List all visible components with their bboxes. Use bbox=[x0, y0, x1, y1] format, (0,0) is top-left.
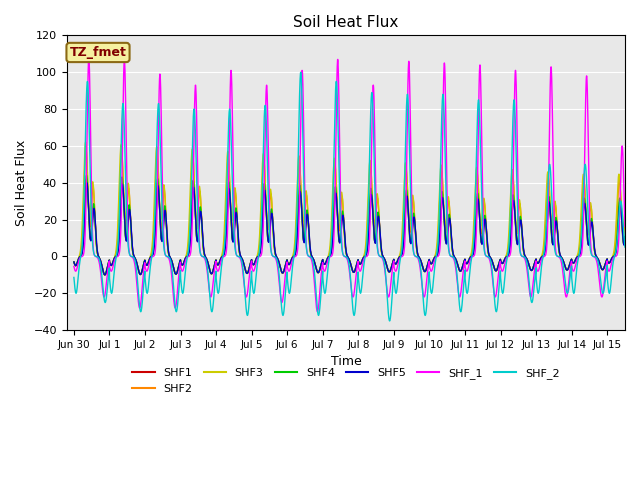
SHF_1 bbox=[305, 254, 313, 260]
SHF1 bbox=[166, 254, 173, 260]
SHF3 bbox=[82, 139, 90, 145]
SHF3 bbox=[282, 262, 289, 267]
SHF5 bbox=[611, 253, 618, 259]
SHF4 bbox=[621, 234, 629, 240]
SHF5 bbox=[101, 272, 109, 278]
SHF2 bbox=[306, 240, 314, 246]
Line: SHF4: SHF4 bbox=[74, 175, 625, 275]
SHF_2 bbox=[166, 255, 173, 261]
SHF5 bbox=[551, 224, 559, 230]
SHF_2 bbox=[305, 253, 313, 259]
SHF1 bbox=[611, 253, 618, 259]
SHF5 bbox=[83, 180, 91, 186]
SHF_1 bbox=[314, 309, 321, 314]
SHF2 bbox=[621, 216, 629, 222]
SHF1 bbox=[70, 259, 77, 265]
SHF5 bbox=[621, 239, 629, 245]
SHF2 bbox=[551, 202, 559, 208]
SHF_2 bbox=[611, 253, 618, 259]
SHF_2 bbox=[621, 244, 629, 250]
SHF3 bbox=[621, 206, 629, 212]
Legend: SHF1, SHF2, SHF3, SHF4, SHF5, SHF_1, SHF_2: SHF1, SHF2, SHF3, SHF4, SHF5, SHF_1, SHF… bbox=[128, 364, 564, 398]
SHF1 bbox=[83, 176, 91, 182]
SHF3 bbox=[101, 272, 109, 278]
SHF2 bbox=[166, 254, 173, 260]
Y-axis label: Soil Heat Flux: Soil Heat Flux bbox=[15, 140, 28, 226]
SHF2 bbox=[133, 261, 141, 267]
SHF_1 bbox=[282, 271, 289, 276]
SHF4 bbox=[133, 261, 141, 267]
SHF4 bbox=[83, 172, 90, 178]
Text: TZ_fmet: TZ_fmet bbox=[70, 46, 127, 59]
SHF_1 bbox=[611, 254, 618, 260]
SHF1 bbox=[133, 261, 141, 267]
SHF_2 bbox=[282, 293, 289, 299]
Title: Soil Heat Flux: Soil Heat Flux bbox=[293, 15, 399, 30]
Line: SHF2: SHF2 bbox=[74, 150, 625, 275]
SHF1 bbox=[282, 262, 289, 267]
Line: SHF3: SHF3 bbox=[74, 142, 625, 275]
SHF_1 bbox=[551, 241, 559, 247]
SHF4 bbox=[70, 259, 77, 265]
SHF_1 bbox=[70, 264, 77, 269]
SHF4 bbox=[101, 272, 109, 278]
SHF2 bbox=[282, 262, 289, 267]
X-axis label: Time: Time bbox=[330, 355, 361, 369]
SHF_2 bbox=[70, 275, 77, 280]
SHF_1 bbox=[85, 55, 93, 60]
Line: SHF5: SHF5 bbox=[74, 183, 625, 275]
SHF3 bbox=[166, 254, 173, 260]
SHF3 bbox=[306, 241, 314, 247]
SHF1 bbox=[306, 238, 314, 243]
Line: SHF_1: SHF_1 bbox=[74, 58, 625, 312]
SHF4 bbox=[166, 254, 173, 260]
SHF4 bbox=[306, 240, 314, 245]
SHF5 bbox=[282, 262, 289, 267]
SHF1 bbox=[621, 237, 629, 242]
SHF4 bbox=[551, 217, 559, 223]
SHF3 bbox=[611, 244, 618, 250]
SHF5 bbox=[70, 259, 77, 265]
SHF5 bbox=[133, 261, 141, 267]
SHF1 bbox=[551, 221, 559, 227]
SHF3 bbox=[70, 259, 77, 265]
SHF_2 bbox=[386, 318, 394, 324]
SHF_2 bbox=[297, 70, 305, 75]
SHF2 bbox=[70, 259, 77, 265]
SHF5 bbox=[166, 254, 173, 260]
SHF_1 bbox=[133, 282, 141, 288]
SHF4 bbox=[611, 252, 618, 258]
SHF4 bbox=[282, 262, 289, 267]
SHF3 bbox=[133, 261, 141, 267]
SHF3 bbox=[551, 199, 559, 204]
SHF2 bbox=[611, 249, 618, 255]
SHF_2 bbox=[133, 269, 141, 275]
Line: SHF_2: SHF_2 bbox=[74, 72, 625, 321]
Line: SHF1: SHF1 bbox=[74, 179, 625, 275]
SHF2 bbox=[82, 147, 90, 153]
SHF_1 bbox=[621, 224, 629, 229]
SHF2 bbox=[101, 272, 109, 278]
SHF5 bbox=[306, 236, 314, 242]
SHF_1 bbox=[166, 258, 173, 264]
SHF_2 bbox=[551, 249, 559, 255]
SHF1 bbox=[101, 272, 109, 278]
